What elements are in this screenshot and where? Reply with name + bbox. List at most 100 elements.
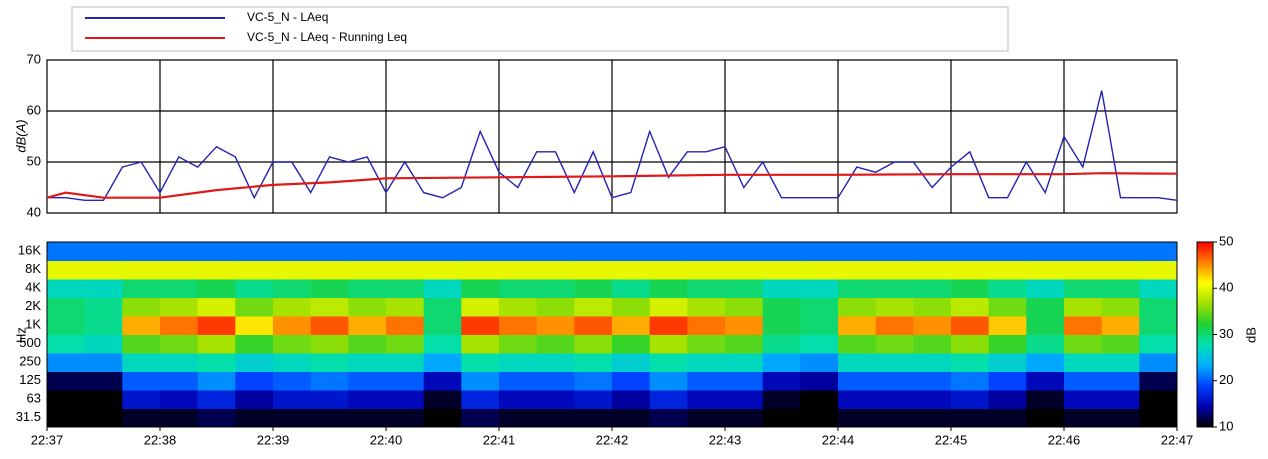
heatmap-cell	[1101, 260, 1140, 280]
heatmap-cell	[838, 316, 877, 335]
heatmap-cell	[348, 353, 387, 372]
heatmap-cell	[197, 316, 236, 335]
heatmap-cell	[47, 316, 86, 335]
colorbar-label: dB	[1243, 327, 1258, 343]
heatmap-cell	[800, 242, 839, 261]
heatmap-cell	[310, 316, 349, 335]
heatmap-cell	[725, 242, 764, 261]
heatmap-cell	[423, 371, 462, 391]
heatmap-cell	[1026, 353, 1065, 372]
heatmap-cell	[273, 260, 312, 280]
heatmap-cell	[423, 260, 462, 280]
heatmap-cell	[574, 390, 613, 409]
heatmap-cell	[235, 316, 274, 335]
heatmap-cell	[875, 279, 914, 298]
heatmap-cell	[47, 334, 86, 354]
x-tick-label: 22:45	[935, 432, 968, 447]
heatmap-cell	[461, 408, 500, 428]
heatmap-cell	[687, 353, 726, 372]
heatmap-cell	[951, 353, 990, 372]
heatmap-cell	[1026, 371, 1065, 391]
heatmap-cell	[649, 371, 688, 391]
heatmap-cell	[687, 408, 726, 428]
heatmap-cell	[574, 334, 613, 354]
heatmap-cell	[838, 260, 877, 280]
heatmap-cell	[913, 316, 952, 335]
heatmap-cell	[1026, 334, 1065, 354]
heatmap-cell	[612, 279, 651, 298]
heatmap-cell	[762, 408, 801, 428]
heatmap-cell	[47, 353, 86, 372]
heatmap-cell	[838, 242, 877, 261]
heatmap-cell	[197, 371, 236, 391]
heatmap-cell	[875, 260, 914, 280]
heatmap-cell	[988, 297, 1027, 317]
heatmap-cell	[1101, 390, 1140, 409]
x-tick-label: 22:44	[822, 432, 855, 447]
heatmap-cell	[988, 390, 1027, 409]
heatmap-cell	[951, 260, 990, 280]
heatmap-cell	[273, 242, 312, 261]
heatmap-cell	[47, 297, 86, 317]
heatmap-cell	[612, 408, 651, 428]
heatmap-cell	[84, 371, 123, 391]
heatmap-cell	[423, 390, 462, 409]
heatmap-cell	[84, 297, 123, 317]
heatmap-cell	[273, 334, 312, 354]
heatmap-cell	[875, 353, 914, 372]
heatmap-cell	[348, 371, 387, 391]
heatmap-cell	[725, 260, 764, 280]
heatmap-cell	[1064, 260, 1103, 280]
heatmap-cell	[875, 390, 914, 409]
heatmap-cell	[197, 390, 236, 409]
heatmap-cell	[612, 371, 651, 391]
heatmap-cell	[574, 316, 613, 335]
x-tick-label: 22:39	[257, 432, 290, 447]
heatmap-cell	[725, 408, 764, 428]
heatmap-cell	[1101, 297, 1140, 317]
heatmap-cell	[687, 279, 726, 298]
heatmap-cell	[875, 371, 914, 391]
heatmap-cell	[235, 260, 274, 280]
heatmap-cell	[160, 260, 199, 280]
heatmap-cell	[536, 297, 575, 317]
heatmap-cell	[762, 260, 801, 280]
heatmap-cell	[499, 242, 538, 261]
heatmap-cell	[687, 260, 726, 280]
heatmap-cell	[1101, 371, 1140, 391]
heatmap-cell	[1139, 242, 1178, 261]
heatmap-cell	[122, 408, 161, 428]
heatmap-cell	[197, 334, 236, 354]
heatmap-cell	[649, 408, 688, 428]
heatmap-cell	[386, 316, 425, 335]
legend-label: VC-5_N - LAeq - Running Leq	[247, 30, 407, 44]
heatmap-cell	[348, 279, 387, 298]
heatmap-cell	[1026, 316, 1065, 335]
heatmap-cell	[47, 390, 86, 409]
heatmap-cell	[386, 371, 425, 391]
heatmap-cell	[913, 371, 952, 391]
heatmap-cell	[913, 334, 952, 354]
heatmap-cell	[762, 371, 801, 391]
heatmap-cell	[838, 371, 877, 391]
heatmap-cell	[160, 408, 199, 428]
y-axis-label: dB(A)	[13, 119, 28, 152]
heatmap-cell	[1101, 279, 1140, 298]
heatmap-cell	[875, 334, 914, 354]
x-tick-label: 22:41	[483, 432, 516, 447]
heatmap-cell	[725, 353, 764, 372]
heatmap-cell	[122, 242, 161, 261]
heatmap-cell	[612, 316, 651, 335]
heatmap-cell	[1139, 371, 1178, 391]
heatmap-cell	[1139, 260, 1178, 280]
heatmap-cell	[1139, 316, 1178, 335]
heatmap-cell	[122, 297, 161, 317]
heatmap-cell	[536, 316, 575, 335]
heatmap-cell	[875, 408, 914, 428]
y-tick-label: 500	[19, 335, 41, 350]
y-tick-label: 4K	[25, 280, 41, 295]
x-tick-label: 22:37	[31, 432, 64, 447]
heatmap-cell	[762, 242, 801, 261]
heatmap-cell	[988, 316, 1027, 335]
